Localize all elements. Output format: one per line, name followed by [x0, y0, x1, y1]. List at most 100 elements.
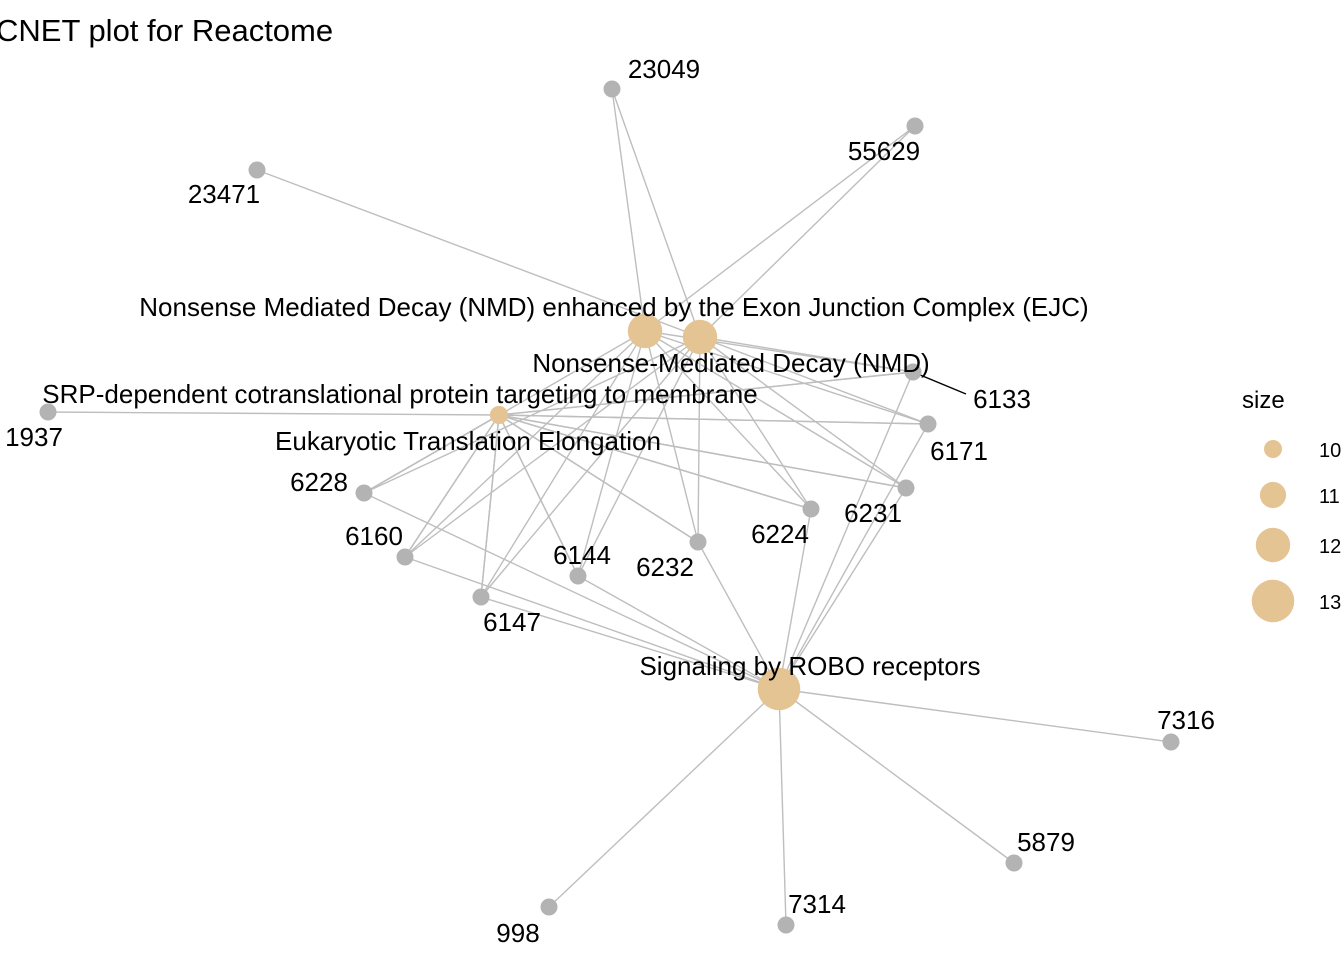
gene-node-6144 [569, 567, 587, 585]
edge-robo-6171 [778, 423, 929, 690]
edge-elong-6171 [498, 414, 929, 425]
gene-node-6224 [802, 500, 820, 518]
gene-node-23471 [248, 161, 266, 179]
gene-node-6160 [396, 548, 414, 566]
category-label-nmd: Nonsense-Mediated Decay (NMD) [532, 348, 929, 378]
edge-elong-6144 [498, 414, 579, 577]
edge-nmd-6224 [699, 336, 812, 510]
category-label-srp: SRP-dependent cotranslational protein ta… [42, 379, 757, 409]
legend-key-11 [1259, 481, 1287, 509]
gene-node-7316 [1162, 733, 1180, 751]
gene-label-6147: 6147 [483, 607, 541, 637]
edge-robo-6232 [697, 541, 780, 690]
gene-node-1937 [39, 403, 57, 421]
gene-label-6144: 6144 [553, 540, 611, 570]
edges-layer [47, 88, 1172, 926]
edge-elong-6232 [498, 414, 699, 543]
gene-label-7316: 7316 [1157, 705, 1215, 735]
edge-nmd-6160 [404, 336, 701, 558]
gene-label-6171: 6171 [930, 436, 988, 466]
gene-node-6133 [904, 363, 922, 381]
gene-node-55629 [906, 117, 924, 135]
gene-node-6147 [472, 588, 490, 606]
edge-robo-6231 [778, 487, 907, 690]
edge-elong-6231 [498, 414, 907, 489]
edge-elong-6133 [498, 371, 914, 416]
gene-label-23471: 23471 [188, 179, 260, 209]
edge-nmd_ejc-6144 [577, 330, 646, 577]
edge-robo-6147 [480, 596, 780, 690]
edge-nmd-6171 [699, 336, 929, 425]
edge-nmd-6133 [699, 336, 914, 373]
gene-label-1937: 1937 [5, 422, 63, 452]
legend-key-13 [1251, 579, 1295, 623]
edge-elong-6224 [498, 414, 812, 510]
gene-label-5879: 5879 [1017, 827, 1075, 857]
gene-node-7314 [777, 916, 795, 934]
edge-robo-6133 [778, 371, 914, 690]
edge-nmd-6147 [480, 336, 701, 598]
legend-label-11: 11 [1319, 486, 1340, 508]
legend-label-13: 13 [1319, 592, 1341, 614]
edge-robo-998 [548, 688, 780, 908]
category-node-robo [757, 667, 801, 711]
edge-nmd-23049 [611, 88, 701, 338]
category-label-robo: Signaling by ROBO receptors [639, 651, 980, 681]
edge-nmd-23471 [256, 169, 701, 338]
labels-layer: Nonsense Mediated Decay (NMD) enhanced b… [5, 54, 1215, 948]
legend-title: size [1242, 387, 1285, 414]
gene-label-6160: 6160 [345, 521, 403, 551]
edge-nmd-55629 [699, 125, 916, 338]
gene-label-6232: 6232 [636, 552, 694, 582]
edge-robo-6228 [363, 492, 780, 690]
edge-nmd_ejc-6231 [644, 330, 907, 489]
edge-robo-7316 [778, 688, 1172, 743]
nodes-layer [39, 80, 1180, 934]
edge-nmd_ejc-6232 [644, 330, 699, 543]
gene-node-998 [540, 898, 558, 916]
edge-nmd_ejc-23049 [611, 88, 646, 332]
legend-label-10: 10 [1319, 440, 1341, 462]
edge-robo-6224 [778, 508, 812, 690]
gene-label-7314: 7314 [788, 889, 846, 919]
gene-node-6171 [919, 415, 937, 433]
category-node-elong [490, 406, 508, 424]
gene-label-6133: 6133 [973, 384, 1031, 414]
legend-key-10 [1264, 440, 1282, 458]
category-node-nmd [682, 319, 718, 355]
edge-nmd-6231 [699, 336, 907, 489]
size-legend: size 10 11 12 13 [1242, 387, 1341, 623]
edge-nmd_ejc-55629 [644, 125, 916, 332]
legend-label-12: 12 [1319, 536, 1341, 558]
category-label-elong: Eukaryotic Translation Elongation [275, 426, 661, 456]
edge-robo-6144 [577, 575, 780, 690]
edge-srp-1937 [47, 411, 500, 416]
gene-node-6232 [689, 533, 707, 551]
gene-label-6231: 6231 [844, 498, 902, 528]
label-leader-6133 [912, 371, 967, 395]
legend-key-12 [1255, 527, 1291, 563]
edge-nmd_ejc-6147 [480, 330, 646, 598]
edge-robo-7314 [778, 688, 787, 926]
gene-node-23049 [603, 80, 621, 98]
gene-node-6228 [355, 484, 373, 502]
edge-nmd_ejc-6160 [404, 330, 646, 558]
edge-nmd-6232 [697, 336, 701, 543]
plot-title: CNET plot for Reactome [0, 13, 333, 48]
gene-label-55629: 55629 [848, 136, 920, 166]
edge-elong-6160 [404, 414, 500, 558]
edge-elong-6147 [480, 414, 500, 598]
gene-label-6228: 6228 [290, 467, 348, 497]
gene-label-998: 998 [496, 918, 539, 948]
edge-nmd-6228 [363, 336, 701, 494]
gene-node-6231 [897, 479, 915, 497]
category-node-nmd_ejc [627, 313, 663, 349]
gene-node-5879 [1005, 854, 1023, 872]
edge-nmd_ejc-6224 [644, 330, 812, 510]
edge-robo-6160 [404, 556, 780, 690]
edge-elong-6228 [363, 414, 500, 494]
gene-label-23049: 23049 [628, 54, 700, 84]
gene-label-6224: 6224 [751, 519, 809, 549]
category-label-nmd_ejc: Nonsense Mediated Decay (NMD) enhanced b… [139, 292, 1088, 322]
